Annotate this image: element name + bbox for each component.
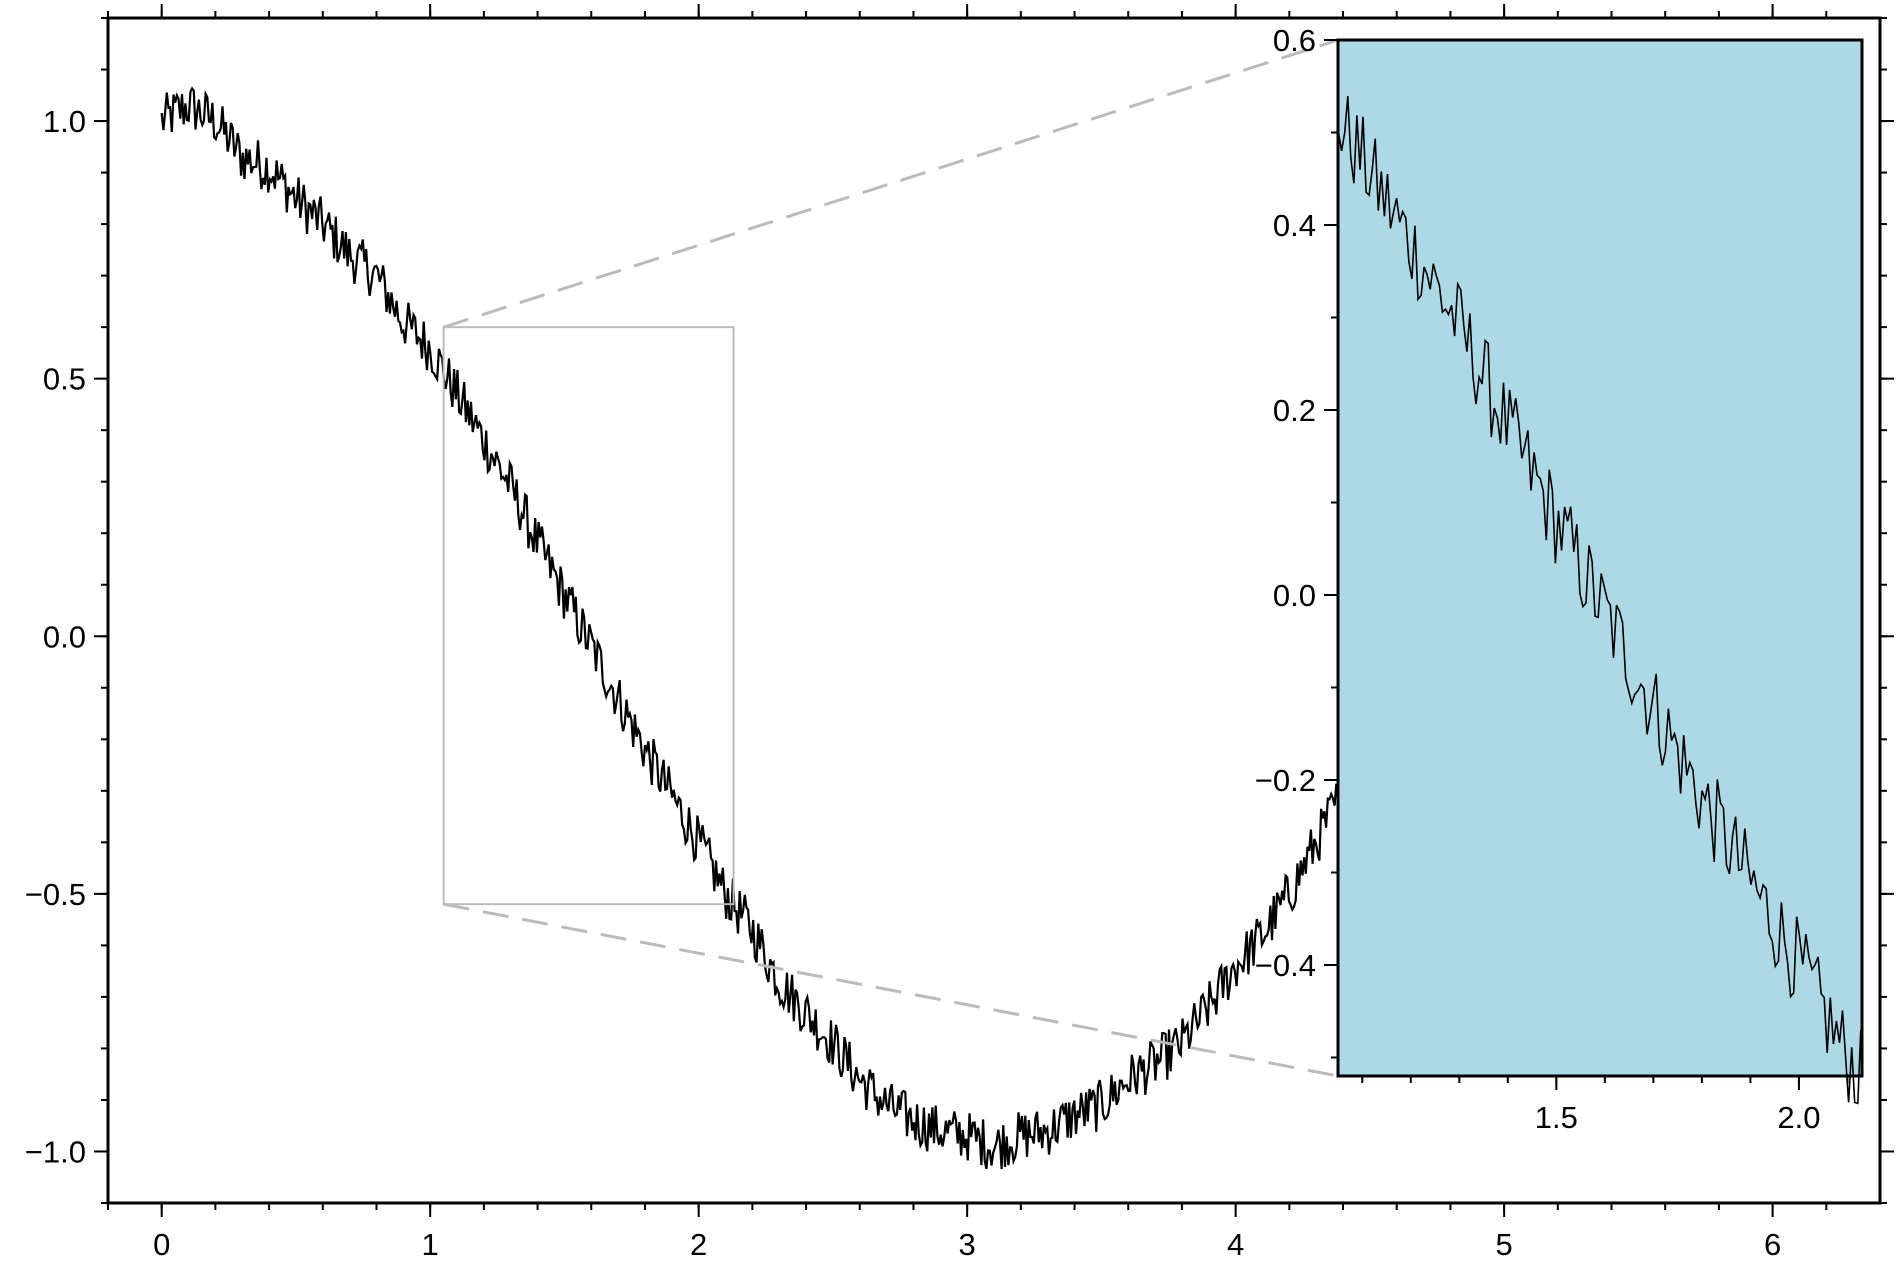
y-tick-label: −0.5	[25, 877, 86, 912]
inset-x-tick-label: 2.0	[1777, 1100, 1820, 1135]
y-tick-label: 0.5	[43, 362, 86, 397]
inset-y-tick-label: −0.4	[1255, 948, 1316, 983]
main-data-line	[160, 86, 1345, 1170]
x-tick-label: 2	[690, 1227, 707, 1262]
inset-y-tick-label: 0.6	[1273, 23, 1316, 58]
inset-x-tick-label: 1.5	[1535, 1100, 1578, 1135]
x-tick-label: 6	[1764, 1227, 1781, 1262]
inset-y-tick-label: 0.4	[1273, 208, 1316, 243]
x-tick-label: 4	[1227, 1227, 1244, 1262]
zoom-connector-lines	[443, 38, 1339, 1078]
main-plot-frame	[106, 16, 1882, 1205]
zoom-connector-top	[443, 38, 1339, 329]
zoom-region-box	[442, 326, 735, 906]
y-tick-label: 1.0	[43, 104, 86, 139]
x-tick-label: 0	[153, 1227, 170, 1262]
inset-plot-panel: 1.5 2.0 −0.4 −0.2 0.0 0.2 0.4 0.6	[1255, 23, 1864, 1135]
main-plot-panel: 0 1 2 3 4 5 6 −1.0 −0.5 0.0 0.5 1.0	[25, 4, 1894, 1262]
x-tick-label: 3	[959, 1227, 976, 1262]
x-tick-label: 1	[422, 1227, 439, 1262]
x-tick-label: 5	[1495, 1227, 1512, 1262]
inset-plot-frame	[1336, 38, 1864, 1078]
y-tick-label: −1.0	[25, 1134, 86, 1169]
inset-y-tick-label: 0.0	[1273, 578, 1316, 613]
y-tick-label: 0.0	[43, 619, 86, 654]
inset-data-line	[1337, 96, 1862, 1105]
inset-y-tick-label: −0.2	[1255, 763, 1316, 798]
inset-y-tick-label: 0.2	[1273, 393, 1316, 428]
zoom-connector-bottom	[443, 902, 1339, 1078]
